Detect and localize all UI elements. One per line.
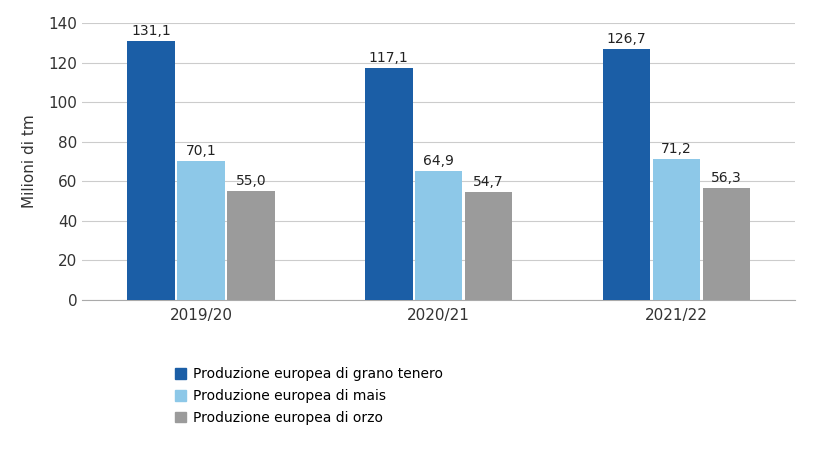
Legend: Produzione europea di grano tenero, Produzione europea di mais, Produzione europ: Produzione europea di grano tenero, Prod…: [174, 367, 442, 425]
Bar: [364, 68, 412, 300]
Bar: [652, 159, 699, 300]
Text: 117,1: 117,1: [369, 51, 408, 65]
Bar: [702, 189, 749, 300]
Bar: [414, 171, 462, 300]
Text: 56,3: 56,3: [710, 171, 741, 185]
Text: 71,2: 71,2: [660, 142, 691, 156]
Text: 70,1: 70,1: [185, 144, 216, 158]
Text: 126,7: 126,7: [606, 32, 645, 47]
Text: 64,9: 64,9: [423, 154, 454, 168]
Y-axis label: Milioni di tm: Milioni di tm: [22, 114, 37, 208]
Text: 55,0: 55,0: [235, 174, 266, 188]
Bar: [227, 191, 274, 300]
Text: 131,1: 131,1: [131, 24, 170, 38]
Bar: [602, 49, 649, 300]
Text: 54,7: 54,7: [473, 175, 504, 189]
Bar: [464, 192, 512, 300]
Bar: [127, 41, 174, 300]
Bar: [177, 161, 224, 300]
